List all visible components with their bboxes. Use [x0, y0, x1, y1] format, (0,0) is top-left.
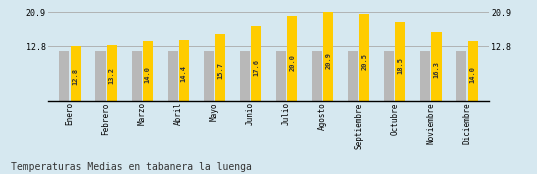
- Bar: [143, 41, 153, 101]
- Bar: [70, 46, 81, 101]
- Bar: [276, 51, 286, 101]
- Bar: [287, 16, 297, 101]
- Bar: [132, 51, 142, 101]
- Text: 20.5: 20.5: [361, 53, 367, 70]
- Text: 14.0: 14.0: [145, 66, 151, 83]
- Bar: [456, 51, 467, 101]
- Bar: [359, 14, 369, 101]
- Bar: [204, 51, 214, 101]
- Bar: [168, 51, 178, 101]
- Bar: [431, 32, 441, 101]
- Text: 13.2: 13.2: [108, 67, 115, 84]
- Bar: [251, 26, 261, 101]
- Text: 20.9: 20.9: [325, 52, 331, 69]
- Bar: [179, 40, 189, 101]
- Text: 16.3: 16.3: [433, 61, 439, 78]
- Text: 17.6: 17.6: [253, 59, 259, 76]
- Bar: [60, 51, 69, 101]
- Text: 14.0: 14.0: [470, 66, 476, 83]
- Bar: [468, 41, 478, 101]
- Text: 20.0: 20.0: [289, 54, 295, 71]
- Bar: [107, 45, 117, 101]
- Bar: [384, 51, 394, 101]
- Text: Temperaturas Medias en tabanera la luenga: Temperaturas Medias en tabanera la lueng…: [11, 162, 252, 172]
- Text: 18.5: 18.5: [397, 57, 403, 74]
- Bar: [323, 12, 333, 101]
- Bar: [240, 51, 250, 101]
- Bar: [215, 34, 225, 101]
- Text: 12.8: 12.8: [72, 68, 78, 85]
- Bar: [420, 51, 430, 101]
- Bar: [312, 51, 322, 101]
- Text: 14.4: 14.4: [181, 65, 187, 82]
- Bar: [395, 22, 405, 101]
- Bar: [348, 51, 358, 101]
- Text: 15.7: 15.7: [217, 62, 223, 79]
- Bar: [96, 51, 106, 101]
